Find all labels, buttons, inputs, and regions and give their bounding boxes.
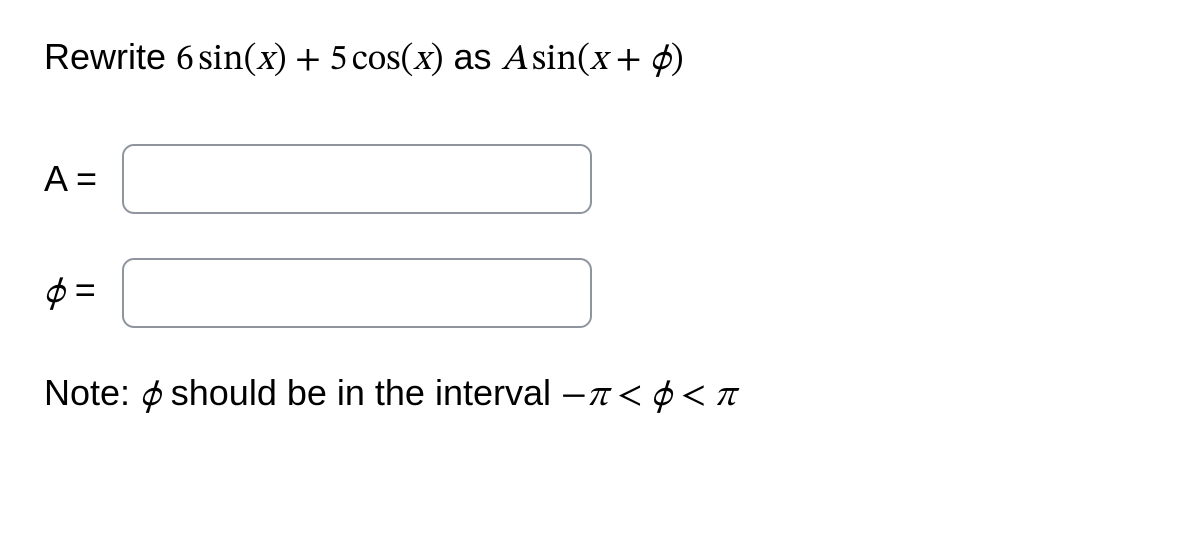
rparen-1: ): [274, 42, 287, 78]
row-phi: ϕ =: [44, 258, 1160, 328]
note-middle: should be in the interval: [161, 372, 561, 413]
note-pi-1: π: [587, 378, 608, 414]
label-A: A =: [44, 158, 122, 200]
lparen-1: (: [244, 42, 257, 78]
note-prefix: Note:: [44, 372, 140, 413]
sin-func-2: sin: [532, 42, 577, 78]
note-pi-2: π: [715, 378, 736, 414]
note-phi-2: ϕ: [651, 378, 672, 414]
rparen-3: ): [671, 42, 684, 78]
var-A: A: [502, 42, 528, 78]
row-A: A =: [44, 144, 1160, 214]
note-neg: −: [561, 378, 587, 414]
note-phi-1: ϕ: [140, 378, 161, 414]
input-A[interactable]: [122, 144, 592, 214]
question-prefix: Rewrite: [44, 36, 176, 77]
label-phi: ϕ =: [44, 269, 122, 316]
sin-func: sin: [198, 42, 243, 78]
cos-func: cos: [352, 42, 401, 78]
var-x-3: x: [590, 42, 607, 78]
coeff-b: 5: [329, 42, 347, 78]
label-phi-eq: =: [65, 269, 96, 310]
question-text: Rewrite 6 sin(x) + 5 cos(x) as A sin(x +…: [44, 34, 1160, 84]
phi-1: ϕ: [650, 42, 671, 78]
plus-2: +: [607, 42, 650, 78]
label-A-eq: =: [66, 158, 97, 199]
rparen-2: ): [431, 42, 444, 78]
note-text: Note: ϕ should be in the interval −π < ϕ…: [44, 372, 1160, 419]
coeff-a: 6: [176, 42, 194, 78]
var-x-2: x: [413, 42, 430, 78]
note-lt-1: <: [608, 378, 651, 414]
lparen-3: (: [577, 42, 590, 78]
var-x-1: x: [256, 42, 273, 78]
as-text: as: [443, 36, 501, 77]
note-lt-2: <: [672, 378, 715, 414]
plus-1: +: [287, 42, 330, 78]
input-phi[interactable]: [122, 258, 592, 328]
label-A-var: A: [44, 158, 66, 199]
lparen-2: (: [401, 42, 414, 78]
label-phi-var: ϕ: [44, 275, 65, 311]
question-container: Rewrite 6 sin(x) + 5 cos(x) as A sin(x +…: [0, 0, 1200, 419]
